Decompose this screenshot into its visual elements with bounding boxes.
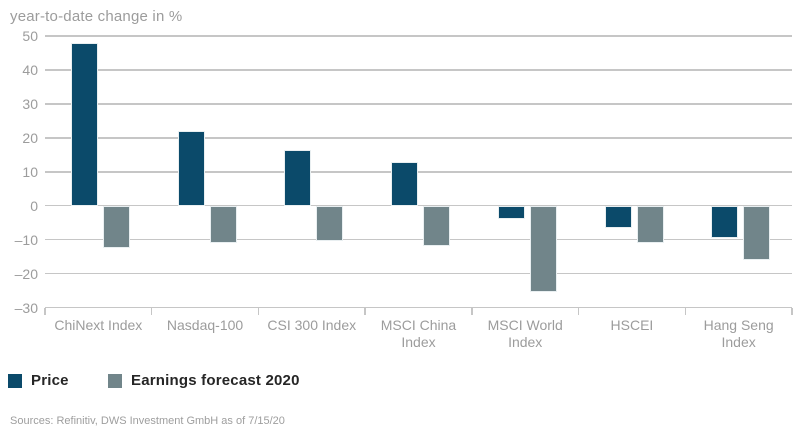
x-category-label: Hang Seng Index [685, 317, 792, 351]
bar-price-nasdaq-100 [177, 131, 205, 206]
x-category-label: MSCI World Index [472, 317, 579, 351]
legend-label-price: Price [31, 372, 69, 389]
legend-item-price: Price [8, 372, 108, 389]
x-category-label-line: HSCEI [610, 316, 654, 333]
y-tick-label: –20 [14, 265, 38, 282]
gridline [45, 238, 792, 241]
legend-label-earnings-forecast: Earnings forecast 2020 [131, 372, 300, 389]
y-tick-label: 40 [22, 61, 38, 78]
x-category-label: MSCI China Index [365, 317, 472, 351]
earnings-forecast-swatch-icon [108, 373, 122, 388]
x-category-label-line: Hang Seng [703, 316, 774, 333]
gridline [45, 35, 792, 37]
x-axis-line [45, 306, 792, 309]
legend-item-earnings-forecast: Earnings forecast 2020 [108, 372, 300, 389]
y-tick-label: 10 [22, 163, 38, 180]
x-category-label-line: Index [721, 333, 756, 350]
x-category-label: Nasdaq-100 [152, 317, 259, 334]
x-axis-tick [684, 307, 687, 315]
x-category-label: HSCEI [579, 317, 686, 334]
x-axis-tick [471, 307, 473, 315]
gridline [45, 137, 792, 139]
legend: Price Earnings forecast 2020 [8, 372, 300, 389]
x-category-label-line: Index [508, 333, 543, 350]
bar-earnings-forecast-2020-nasdaq-100 [209, 205, 237, 244]
y-tick-label: –30 [14, 299, 38, 316]
bar-price-msci-world-index [497, 205, 525, 220]
bar-earnings-forecast-2020-hscei [636, 205, 664, 244]
x-category-label: ChiNext Index [45, 317, 152, 334]
gridline [45, 272, 792, 275]
bar-price-csi-300-index [284, 149, 312, 206]
y-tick-label: 20 [22, 129, 38, 146]
sources-note: Sources: Refinitiv, DWS Investment GmbH … [10, 415, 285, 427]
x-category-label-line: Index [401, 333, 436, 350]
gridline [45, 103, 792, 105]
x-axis-tick [577, 307, 580, 315]
gridline [45, 69, 792, 71]
bar-earnings-forecast-2020-hang-seng-index [743, 205, 771, 260]
bar-price-hang-seng-index [711, 205, 739, 238]
bar-price-hscei [604, 205, 632, 228]
bar-earnings-forecast-2020-msci-world-index [529, 205, 557, 293]
x-category-label: CSI 300 Index [258, 317, 365, 334]
bar-earnings-forecast-2020-csi-300-index [316, 205, 344, 242]
bar-earnings-forecast-2020-msci-china-index [423, 205, 451, 247]
x-category-label-line: Nasdaq-100 [166, 316, 244, 333]
y-tick-label: 30 [22, 95, 38, 112]
y-tick-label: 50 [22, 28, 38, 44]
bar-price-msci-china-index [391, 161, 419, 206]
x-axis-tick [364, 307, 366, 315]
x-category-label-line: MSCI China [380, 316, 457, 333]
bar-price-chinext-index [71, 42, 98, 206]
y-tick-label: 0 [30, 197, 38, 214]
gridline [45, 204, 792, 207]
chart-title: year-to-date change in % [10, 8, 183, 25]
x-category-label-line: CSI 300 Index [267, 316, 357, 333]
x-category-label-line: ChiNext Index [54, 316, 143, 333]
x-axis-tick [257, 307, 260, 315]
price-swatch-icon [8, 373, 22, 388]
y-tick-label: –10 [14, 231, 38, 248]
gridline [45, 171, 792, 173]
x-axis-tick [791, 307, 793, 315]
x-axis-tick [44, 307, 46, 315]
x-category-label-line: MSCI World [487, 316, 563, 333]
bar-earnings-forecast-2020-chinext-index [103, 205, 130, 249]
x-axis-tick [150, 307, 153, 315]
